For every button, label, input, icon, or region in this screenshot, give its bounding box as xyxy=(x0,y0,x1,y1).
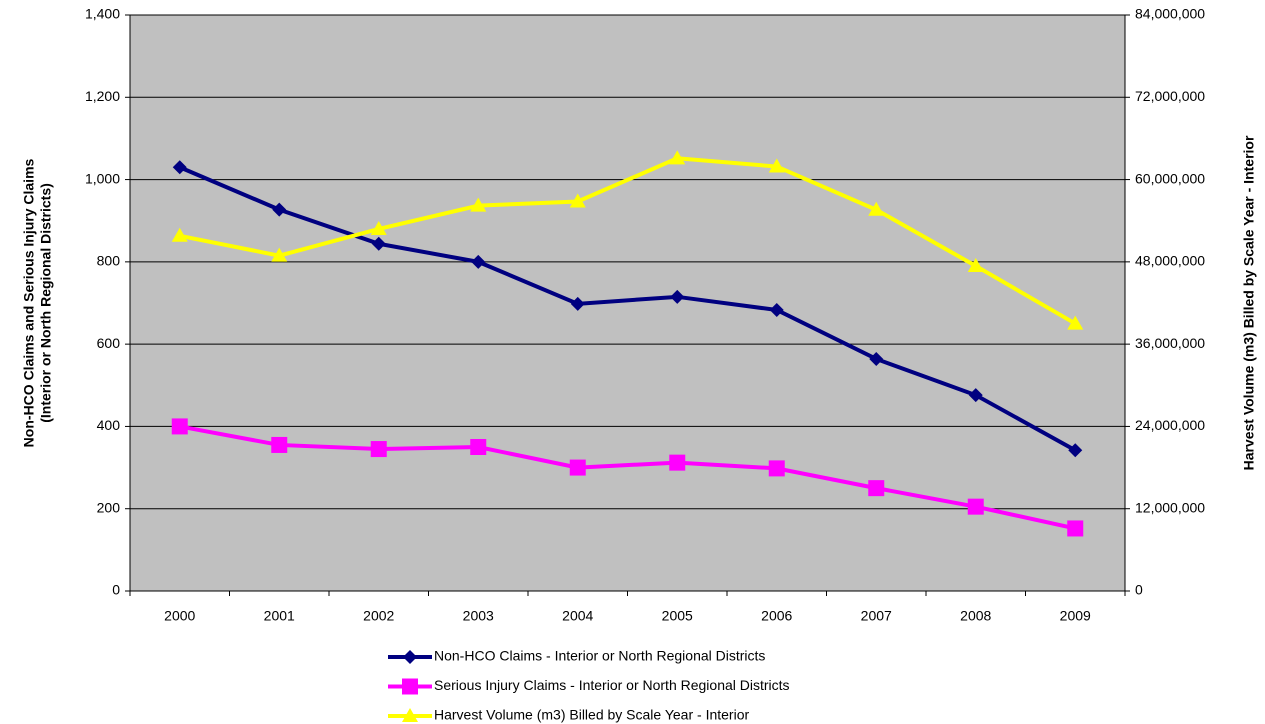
legend-label: Harvest Volume (m3) Billed by Scale Year… xyxy=(434,707,749,723)
y2-tick-label: 60,000,000 xyxy=(1135,170,1205,186)
series-marker xyxy=(869,351,884,366)
x-tick-label: 2005 xyxy=(662,608,693,624)
series-marker xyxy=(868,480,885,497)
series-marker xyxy=(370,220,387,235)
y-tick-label: 0 xyxy=(112,582,120,598)
y2-tick-label: 48,000,000 xyxy=(1135,253,1205,269)
series-marker xyxy=(968,388,983,403)
series-line xyxy=(179,156,1077,326)
x-tick-label: 2000 xyxy=(164,608,195,624)
series-marker xyxy=(669,150,686,165)
series-marker xyxy=(670,289,685,304)
series-marker xyxy=(967,257,984,272)
y-tick-label: 1,000 xyxy=(85,170,120,186)
series-line xyxy=(179,424,1076,531)
series-marker xyxy=(171,227,188,242)
series-marker xyxy=(1068,443,1083,458)
series-line xyxy=(178,165,1077,453)
x-tick-label: 2002 xyxy=(363,608,394,624)
y2-axis-title: Harvest Volume (m3) Billed by Scale Year… xyxy=(1241,135,1257,470)
legend-label: Serious Injury Claims - Interior or Nort… xyxy=(434,677,790,693)
legend: Non-HCO Claims - Interior or North Regio… xyxy=(388,648,790,723)
y2-tick-label: 24,000,000 xyxy=(1135,417,1205,433)
y-tick-label: 400 xyxy=(97,417,121,433)
x-tick-label: 2008 xyxy=(960,608,991,624)
series-marker xyxy=(470,439,487,455)
series-marker xyxy=(271,247,288,262)
legend-label: Non-HCO Claims - Interior or North Regio… xyxy=(434,648,765,664)
series-marker xyxy=(868,201,885,216)
series-marker xyxy=(570,296,585,311)
plot-area xyxy=(129,14,1126,592)
x-tick-label: 2007 xyxy=(861,608,892,624)
y-axis-title: Non-HCO Claims and Serious Injury Claims… xyxy=(20,158,53,447)
x-tick-label: 2004 xyxy=(562,608,593,624)
legend-marker xyxy=(402,678,418,695)
series-marker xyxy=(1067,520,1084,537)
series-marker xyxy=(1067,315,1084,330)
series-marker xyxy=(171,418,188,435)
y2-tick-label: 36,000,000 xyxy=(1135,335,1205,351)
series-marker xyxy=(768,460,785,477)
legend-marker xyxy=(402,708,418,722)
y2-tick-label: 72,000,000 xyxy=(1135,88,1205,104)
x-tick-label: 2003 xyxy=(463,608,494,624)
y-tick-label: 1,400 xyxy=(85,6,120,22)
series-marker xyxy=(370,441,387,458)
y2-tick-label: 12,000,000 xyxy=(1135,499,1205,515)
x-tick-label: 2001 xyxy=(264,608,295,624)
series-marker xyxy=(470,197,487,212)
series-marker xyxy=(569,459,586,476)
series-marker xyxy=(271,436,288,453)
y-tick-label: 600 xyxy=(97,335,121,351)
x-tick-label: 2009 xyxy=(1060,608,1091,624)
series-marker xyxy=(172,160,187,175)
series-marker xyxy=(371,236,386,251)
series-marker xyxy=(569,193,586,208)
series-marker xyxy=(272,202,287,217)
y-tick-label: 1,200 xyxy=(85,88,120,104)
y-tick-label: 200 xyxy=(97,499,121,515)
y2-tick-label: 84,000,000 xyxy=(1135,6,1205,22)
series-marker xyxy=(967,498,984,515)
y2-tick-label: 0 xyxy=(1135,582,1143,598)
series-marker xyxy=(669,454,686,471)
x-tick-label: 2006 xyxy=(761,608,792,624)
legend-marker xyxy=(403,650,417,664)
series-marker xyxy=(471,254,486,269)
series-marker xyxy=(769,302,784,317)
series-marker xyxy=(768,158,785,173)
y-tick-label: 800 xyxy=(97,253,121,269)
